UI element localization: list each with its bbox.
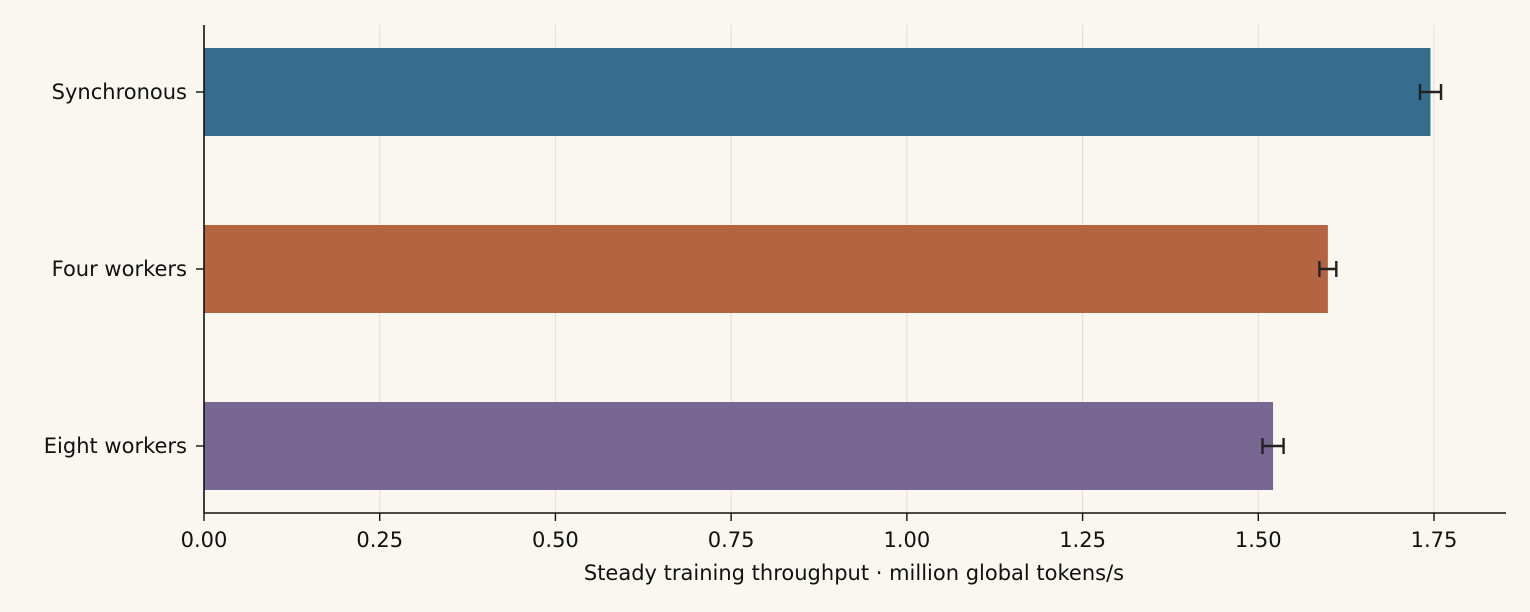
error-bar-layer <box>1261 84 1443 454</box>
y-tick-label: Four workers <box>52 257 187 281</box>
bar-eight-workers <box>204 402 1274 490</box>
x-axis-label: Steady training throughput · million glo… <box>584 561 1124 585</box>
x-tick-label: 0.00 <box>181 528 228 552</box>
x-tick-label: 1.00 <box>883 528 930 552</box>
y-tick-label: Synchronous <box>52 80 187 104</box>
x-tick-label: 1.50 <box>1235 528 1282 552</box>
bar-layer <box>204 48 1431 490</box>
x-tick-label: 1.75 <box>1411 528 1458 552</box>
bar-four-workers <box>204 225 1328 313</box>
y-tick-label: Eight workers <box>44 434 187 458</box>
x-tick-label: 0.50 <box>532 528 579 552</box>
bar-synchronous <box>204 48 1431 136</box>
x-tick-label: 0.25 <box>356 528 403 552</box>
x-tick-label: 1.25 <box>1059 528 1106 552</box>
x-tick-label: 0.75 <box>708 528 755 552</box>
y-tick-layer: Synchronous Four workers Eight workers <box>44 80 204 458</box>
x-tick-layer: 0.00 0.25 0.50 0.75 1.00 1.25 1.50 1.75 <box>181 513 1458 552</box>
